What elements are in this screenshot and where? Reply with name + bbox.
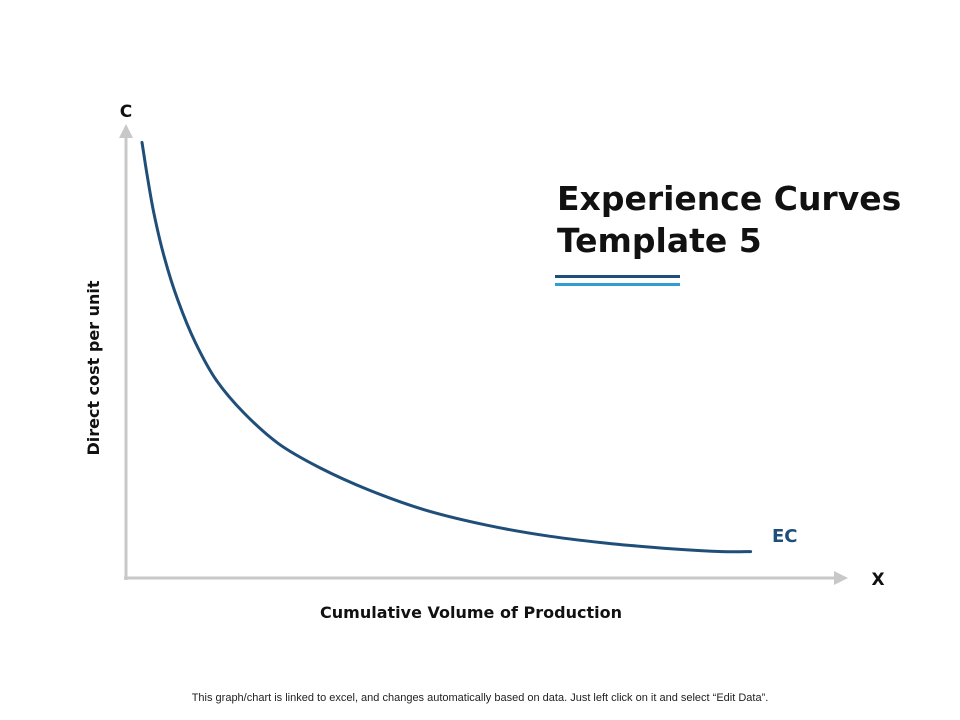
title-underline-light: [555, 283, 680, 286]
footer-note: This graph/chart is linked to excel, and…: [191, 692, 769, 704]
chart-title-line-2: Template 5: [557, 221, 762, 260]
y-axis-arrow-icon: [119, 124, 133, 138]
chart-title-line-1: Experience Curves: [557, 179, 902, 218]
chart-title: Experience Curves Template 5: [557, 178, 957, 262]
y-axis-label: Direct cost per unit: [84, 280, 103, 455]
series-label-ec: EC: [772, 526, 798, 547]
x-axis-letter: X: [871, 570, 884, 590]
x-axis-arrow-icon: [834, 571, 848, 585]
title-underline-dark: [555, 275, 680, 278]
series-line-ec[interactable]: [140, 140, 753, 554]
x-axis-label: Cumulative Volume of Production: [320, 603, 622, 622]
y-axis-letter: C: [120, 102, 132, 122]
